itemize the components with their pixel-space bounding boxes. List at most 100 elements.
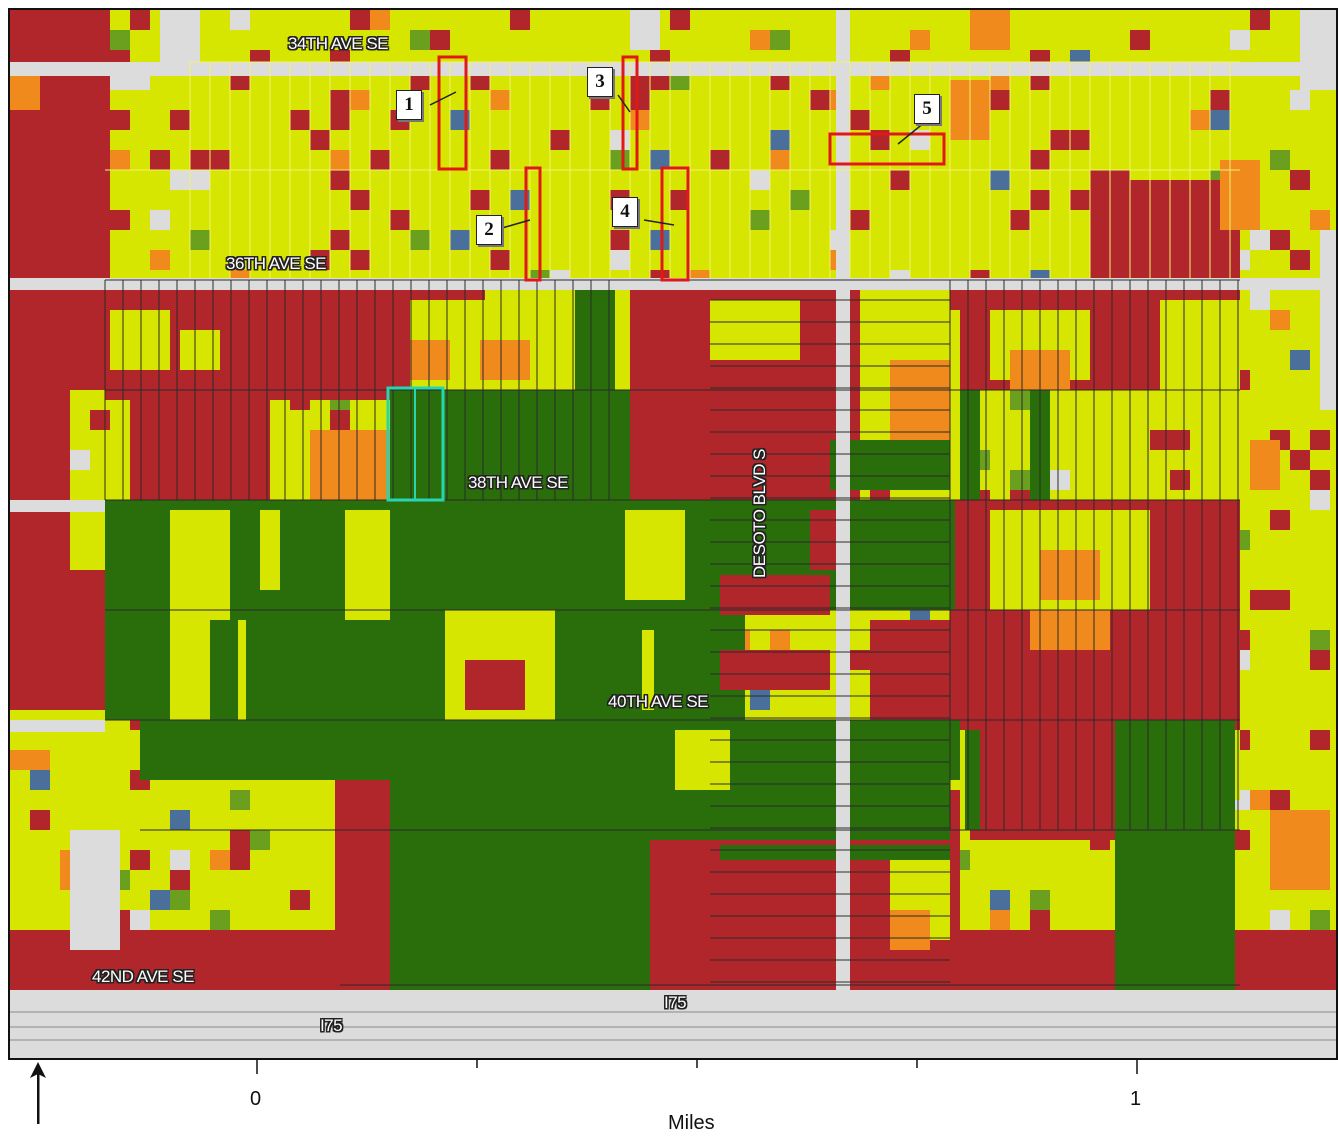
study-parcel-1 [437, 55, 468, 171]
in-holdings-red [465, 510, 840, 710]
land-cover-cell [1270, 150, 1290, 170]
land-cover-cell [1050, 470, 1070, 490]
land-cover-cell [610, 230, 630, 250]
land-cover-cell [790, 190, 810, 210]
land-cover-cell [750, 690, 770, 710]
land-cover-cell [1310, 730, 1330, 750]
land-cover-cell [990, 170, 1010, 190]
land-cover-cell [1290, 350, 1310, 370]
land-cover-cell [650, 230, 670, 250]
land-cover-cell [30, 750, 50, 770]
land-cover-cell [1210, 90, 1230, 110]
land-cover-cell [1190, 110, 1210, 130]
map-panel[interactable]: 34TH AVE SE 36TH AVE SE 38TH AVE SE 40TH… [8, 8, 1338, 1060]
land-cover-cell [330, 170, 350, 190]
callout-4[interactable]: 4 [612, 197, 638, 227]
land-cover-cell [1050, 130, 1070, 150]
land-cover-cell [110, 210, 130, 230]
land-cover-cell [1250, 230, 1270, 250]
land-cover-cell [190, 170, 210, 190]
land-cover-cell [1250, 790, 1270, 810]
land-cover-cell [410, 230, 430, 250]
study-parcels [437, 55, 946, 282]
land-cover-cell [490, 150, 510, 170]
land-cover-cell [450, 230, 470, 250]
land-cover-cell [370, 150, 390, 170]
land-cover-cell [210, 850, 230, 870]
land-cover-cell [670, 190, 690, 210]
scale-unit: Miles [668, 1112, 715, 1134]
land-cover-cell [1270, 510, 1290, 530]
land-cover-cell [230, 790, 250, 810]
land-cover-cell [330, 230, 350, 250]
street-label-i75-west: I75 [320, 1016, 343, 1035]
study-parcel-3 [621, 55, 639, 171]
land-cover-cell [370, 10, 390, 30]
land-cover-cell [170, 850, 190, 870]
callout-5[interactable]: 5 [914, 94, 940, 124]
land-cover-cell [330, 410, 350, 430]
land-cover-cell [770, 630, 790, 650]
land-cover-cell [1010, 470, 1030, 490]
land-cover-cell [1030, 190, 1050, 210]
callout-1[interactable]: 1 [396, 90, 422, 120]
land-cover-cell [1310, 470, 1330, 490]
land-cover-cell [1230, 30, 1250, 50]
land-cover-cell [350, 250, 370, 270]
land-cover-cell [1030, 890, 1050, 910]
land-cover-cell [630, 110, 650, 130]
land-cover-cell [1130, 30, 1150, 50]
land-cover-cell [850, 210, 870, 230]
land-cover-cell [130, 850, 150, 870]
land-use-map[interactable] [10, 10, 1338, 1060]
land-cover-cell [510, 10, 530, 30]
land-cover-cell [1290, 450, 1310, 470]
land-cover-cell [750, 30, 770, 50]
land-cover-cell [30, 770, 50, 790]
land-cover-cell [710, 150, 730, 170]
land-cover-cell [350, 90, 370, 110]
land-cover-cell [470, 190, 490, 210]
land-cover-cell [10, 750, 30, 770]
land-cover-cell [1270, 590, 1290, 610]
land-cover-cell [770, 150, 790, 170]
land-cover-cell [230, 10, 250, 30]
land-cover-cell [990, 890, 1010, 910]
land-cover-cell [110, 150, 130, 170]
land-cover-cell [850, 650, 870, 670]
parcel-grid-south [104, 279, 1240, 986]
land-cover-cell [1270, 230, 1290, 250]
land-cover-cell [210, 150, 230, 170]
callout-2[interactable]: 2 [476, 215, 502, 245]
callout-3[interactable]: 3 [587, 67, 613, 97]
land-cover-cell [110, 30, 130, 50]
land-cover-cell [1270, 910, 1290, 930]
land-cover-cell [210, 910, 230, 930]
land-cover-cell [150, 250, 170, 270]
land-cover-cell [170, 170, 190, 190]
land-cover-cell [610, 150, 630, 170]
land-cover-cell [390, 210, 410, 230]
land-cover-cell [770, 30, 790, 50]
land-cover-cell [1310, 630, 1330, 650]
land-cover-cell [750, 170, 770, 190]
land-cover-cell [1290, 170, 1310, 190]
land-cover-cell [1290, 250, 1310, 270]
land-cover-cell [1250, 290, 1270, 310]
land-cover-cell [1010, 210, 1030, 230]
land-cover-cell [1170, 470, 1190, 490]
highway-lines [10, 1011, 1336, 1041]
land-cover-cell [150, 890, 170, 910]
land-cover-cell [750, 210, 770, 230]
land-cover-cell [330, 110, 350, 130]
land-cover-cell [230, 850, 250, 870]
land-cover-cell [150, 210, 170, 230]
land-cover-cell [350, 10, 370, 30]
land-cover-cell [1010, 390, 1030, 410]
land-cover-cell [1150, 430, 1170, 450]
land-cover-cell [110, 110, 130, 130]
land-cover-cell [1030, 910, 1050, 930]
land-cover-cell [850, 110, 870, 130]
land-cover-cell [670, 10, 690, 30]
street-label-34th: 34TH AVE SE [288, 34, 389, 53]
